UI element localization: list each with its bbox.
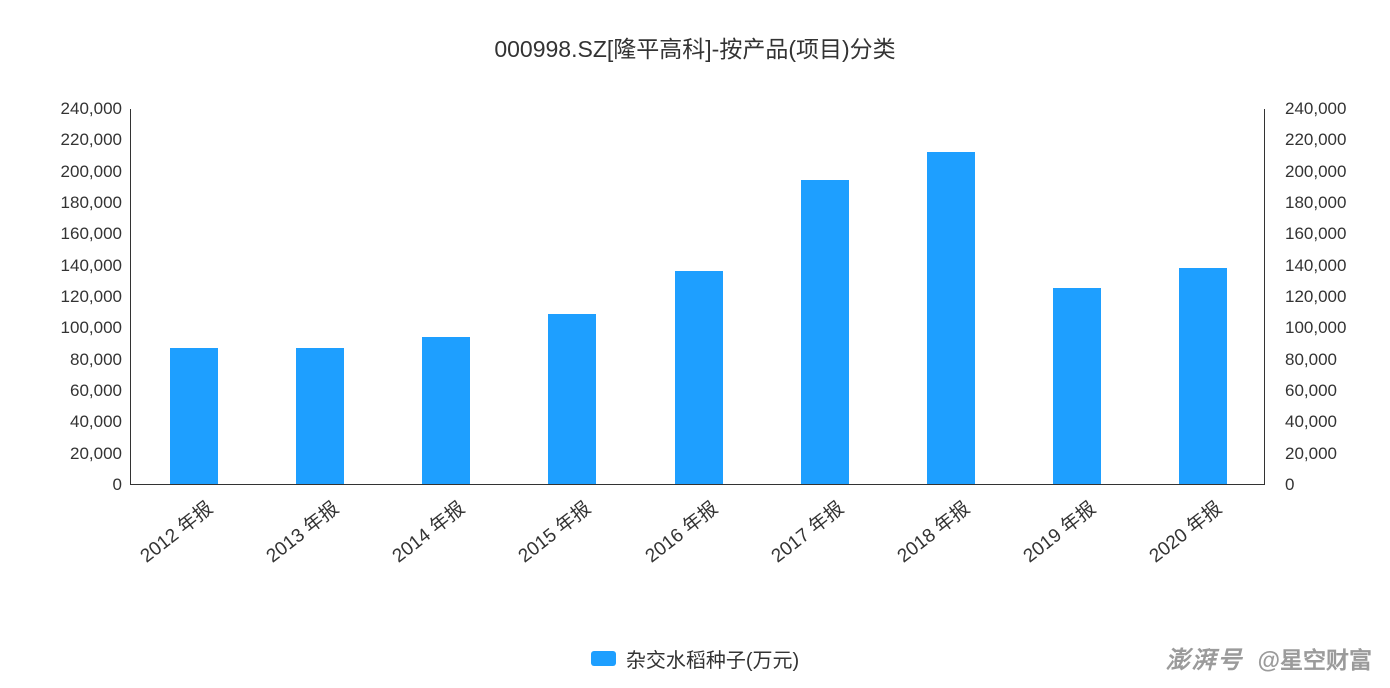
bar-2018 年报[interactable]	[926, 151, 975, 484]
bar-2012 年报[interactable]	[170, 347, 219, 484]
y-axis-tick-label: 40,000	[70, 412, 122, 432]
y-axis-tick-label: 120,000	[60, 287, 122, 306]
y-axis-tick-label: 220,000	[1285, 130, 1347, 150]
y-axis-tick-label: 60,000	[70, 381, 122, 400]
y-axis-tick-label: 20,000	[1285, 443, 1337, 463]
watermark-handle: @星空财富	[1257, 647, 1372, 673]
y-axis-tick-label: 100,000	[60, 318, 122, 338]
y-axis-tick-label: 200,000	[60, 161, 122, 181]
y-axis-tick-label: 80,000	[70, 349, 122, 369]
chart-title: 000998.SZ[隆平高科]-按产品(项目)分类	[494, 36, 896, 62]
y-axis-tick-label: 200,000	[1285, 161, 1347, 181]
legend[interactable]: 杂交水稻种子(万元)	[0, 644, 1390, 673]
y-axis-tick-label: 100,000	[1285, 318, 1347, 338]
watermark: 澎湃号 @星空财富	[1166, 640, 1372, 675]
y-axis-tick-label: 0	[1285, 475, 1295, 494]
y-axis-right: 0 20,000 40,000 60,000 80,000 100,000 120,000 1…	[1275, 99, 1385, 494]
bar-2019 年报[interactable]	[1052, 288, 1101, 484]
bar-2016 年报[interactable]	[674, 270, 723, 484]
y-axis-tick-label: 120,000	[1285, 287, 1347, 306]
y-axis-tick-label: 180,000	[1285, 193, 1347, 212]
y-axis-tick-label: 140,000	[60, 255, 122, 275]
bar-2017 年报[interactable]	[800, 180, 849, 484]
plot-area	[130, 109, 1265, 485]
y-axis-tick-label: 180,000	[60, 193, 122, 212]
y-axis-tick-label: 240,000	[60, 99, 122, 118]
y-axis-tick-label: 160,000	[1285, 224, 1347, 244]
y-axis-tick-label: 160,000	[60, 224, 122, 244]
watermark-brand: 澎湃号	[1165, 647, 1244, 674]
y-axis-tick-label: 140,000	[1285, 255, 1347, 275]
y-axis-tick-label: 220,000	[60, 130, 122, 150]
y-axis-tick-label: 60,000	[1285, 381, 1337, 400]
y-axis-tick-label: 80,000	[1285, 349, 1337, 369]
y-axis-tick-label: 40,000	[1285, 412, 1337, 432]
bar-2013 年报[interactable]	[296, 348, 345, 484]
y-axis-left: 0 20,000 40,000 60,000 80,000 100,000 120,000 1…	[0, 99, 122, 494]
y-axis-tick-label: 20,000	[70, 443, 122, 463]
legend-marker-icon	[590, 651, 616, 666]
bar-2014 年报[interactable]	[422, 336, 471, 484]
legend-label: 杂交水稻种子(万元)	[625, 650, 800, 672]
bar-2015 年报[interactable]	[548, 314, 597, 484]
y-axis-tick-label: 240,000	[1285, 99, 1347, 118]
x-axis: 2012 年报 2013 年报 2014 年报 2015 年报 2016 年报 2017 …	[130, 494, 1265, 594]
y-axis-tick-label: 0	[112, 475, 122, 494]
bar-2020 年报[interactable]	[1178, 267, 1227, 484]
